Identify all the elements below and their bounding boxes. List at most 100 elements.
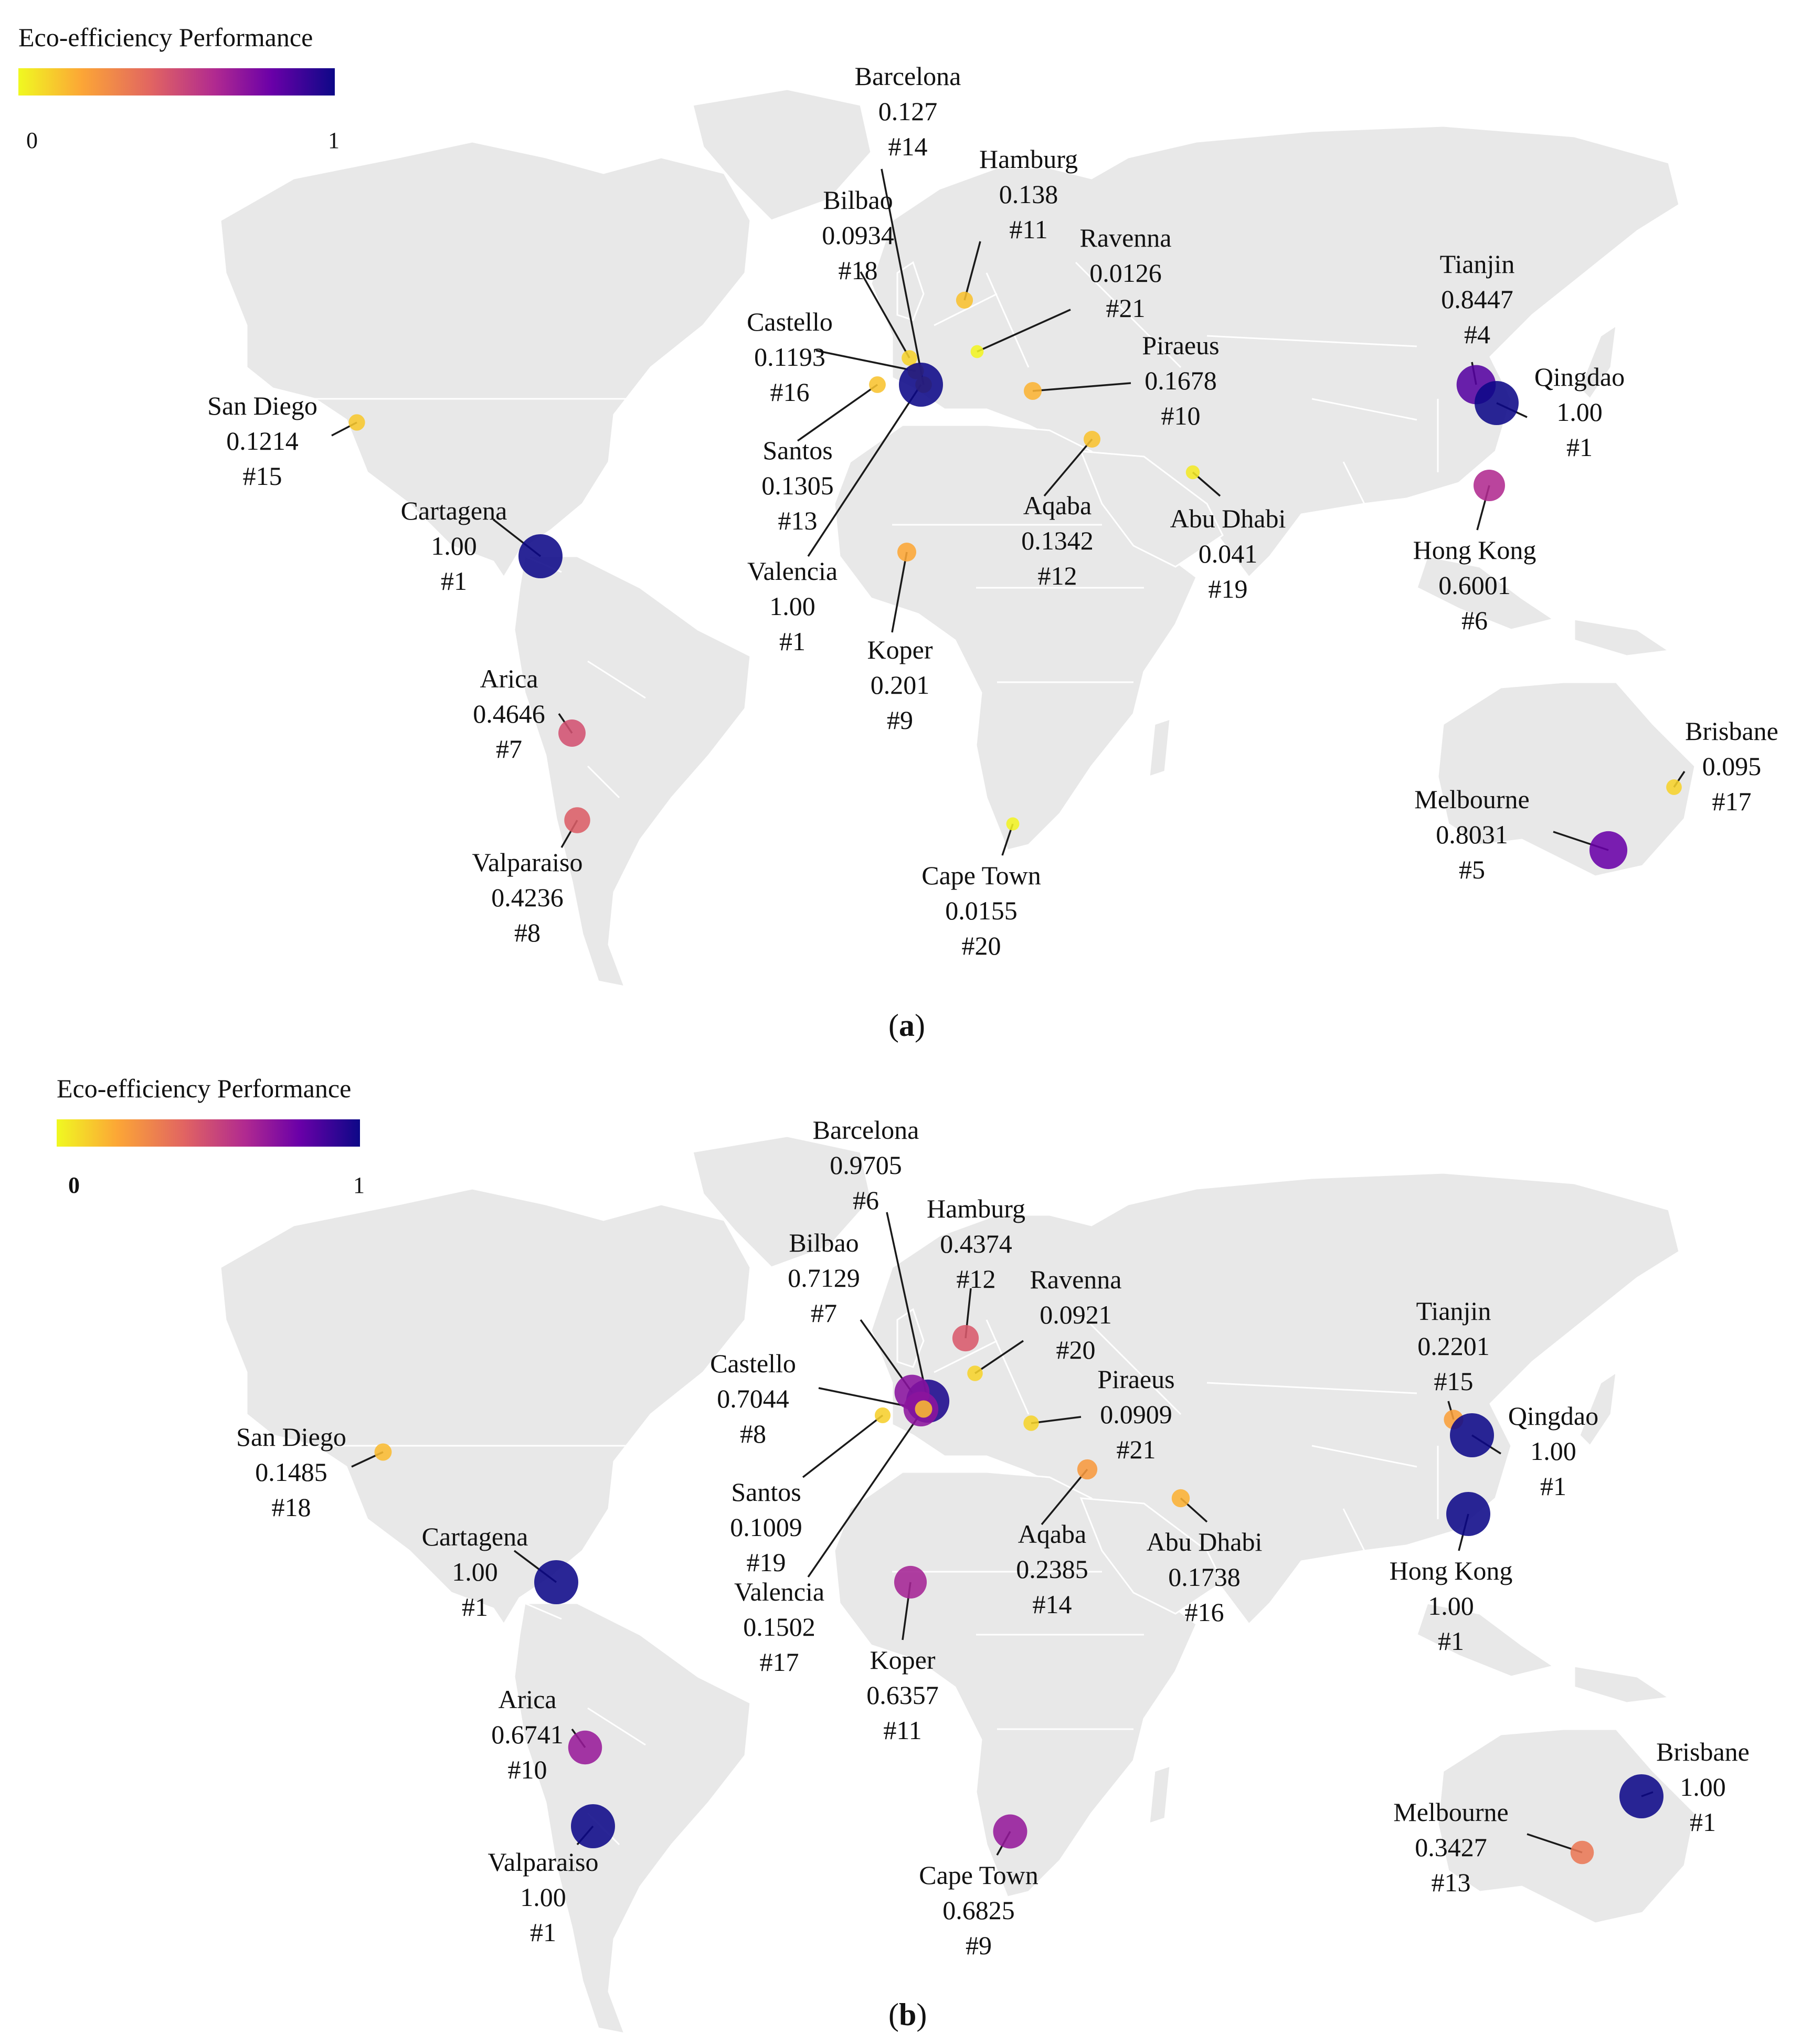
leader-lines: [331, 168, 1686, 856]
port-rank: #8: [514, 918, 541, 947]
leader-line-valencia: [807, 384, 922, 557]
port-marker-sandiego[interactable]: [374, 1443, 392, 1461]
port-marker-abudhabi[interactable]: [1185, 465, 1200, 480]
port-name: Brisbane: [1685, 716, 1778, 746]
port-marker-melbourne[interactable]: [1570, 1840, 1594, 1865]
port-name: Koper: [870, 1645, 936, 1675]
port-marker-hongkong[interactable]: [1473, 469, 1506, 502]
port-marker-piraeus[interactable]: [1023, 1415, 1039, 1431]
port-marker-qingdao[interactable]: [1450, 1413, 1494, 1457]
port-rank: #1: [1438, 1626, 1464, 1656]
port-marker-valencia[interactable]: [899, 363, 943, 407]
port-name: Qingdao: [1508, 1401, 1598, 1431]
port-rank: #21: [1106, 293, 1146, 323]
port-label-piraeus: Piraeus 0.0909 #21: [1097, 1364, 1174, 1464]
continent-newGuinea: [1573, 1665, 1671, 1704]
port-marker-abudhabi[interactable]: [1171, 1489, 1190, 1508]
port-label-koper: Koper 0.201 #9: [867, 635, 933, 735]
port-marker-melbourne[interactable]: [1589, 831, 1628, 870]
continent-northAmerica: [219, 141, 751, 579]
port-value: 0.0126: [1089, 258, 1162, 288]
continent-southAmerica: [513, 1602, 751, 2035]
port-marker-qingdao[interactable]: [1475, 381, 1519, 425]
port-label-valparaiso: Valparaiso 0.4236 #8: [472, 848, 582, 947]
port-marker-brisbane[interactable]: [1666, 779, 1682, 795]
port-marker-ravenna[interactable]: [967, 1365, 983, 1381]
port-rank: #9: [887, 705, 913, 735]
port-marker-koper[interactable]: [894, 1565, 927, 1599]
port-marker-valparaiso[interactable]: [571, 1804, 615, 1848]
port-rank: #16: [1185, 1597, 1224, 1627]
port-marker-ravenna[interactable]: [970, 345, 984, 358]
port-marker-sandiego[interactable]: [348, 414, 365, 431]
leader-line-aqaba: [1043, 438, 1093, 497]
continent-seAsiaIslands: [1416, 555, 1555, 631]
continent-madagascar: [1148, 717, 1171, 778]
port-value: 0.201: [871, 670, 930, 700]
port-name: Castello: [747, 307, 833, 336]
port-marker-cartagena[interactable]: [518, 534, 563, 578]
port-name: Bilbao: [789, 1228, 859, 1257]
port-marker-santos[interactable]: [869, 376, 886, 393]
port-label-hongkong: Hong Kong 0.6001 #6: [1413, 535, 1537, 635]
port-marker-hongkong[interactable]: [1446, 1492, 1490, 1536]
port-name: San Diego: [207, 391, 317, 420]
border-line: [587, 1707, 646, 1746]
border-line: [1075, 261, 1182, 368]
border-line: [524, 1602, 562, 1620]
port-label-tianjin: Tianjin 0.2201 #15: [1416, 1296, 1491, 1396]
port-marker-santos[interactable]: [874, 1407, 891, 1424]
leader-line-piraeus: [1031, 1416, 1082, 1424]
port-label-tianjin: Tianjin 0.8447 #4: [1440, 249, 1515, 349]
continent-madagascar: [1148, 1764, 1171, 1825]
port-name: Hong Kong: [1413, 535, 1537, 565]
border-line: [587, 765, 620, 799]
port-label-castello: Castello 0.7044 #8: [710, 1349, 796, 1448]
port-marker-cartagena[interactable]: [534, 1560, 578, 1604]
port-marker-valparaiso[interactable]: [564, 807, 590, 833]
port-name: Piraeus: [1142, 331, 1219, 360]
port-rank: #17: [1712, 787, 1752, 816]
port-value: 0.2385: [1016, 1554, 1088, 1584]
port-marker-aqaba[interactable]: [1083, 430, 1101, 448]
legend-min: 0: [68, 1172, 80, 1198]
port-marker-valencia[interactable]: [915, 1400, 933, 1418]
port-name: Valparaiso: [472, 848, 582, 877]
port-label-valencia: Valencia 0.1502 #17: [734, 1577, 824, 1677]
port-name: Valencia: [747, 556, 838, 586]
port-marker-bilbao[interactable]: [902, 350, 917, 366]
continent-northAmerica: [219, 1188, 751, 1626]
port-marker-hamburg[interactable]: [956, 291, 973, 309]
caption-b: (b): [888, 1997, 927, 2032]
port-value: 1.00: [520, 1882, 566, 1912]
panel-a: Barcelona 0.127 #14 Hamburg 0.138 #11 Ravenna 0…: [0, 0, 1812, 1043]
port-value: 0.1485: [255, 1457, 327, 1487]
port-marker-aqaba[interactable]: [1077, 1459, 1098, 1480]
port-name: Ravenna: [1080, 223, 1172, 252]
port-name: Melbourne: [1393, 1797, 1508, 1827]
port-marker-capetown[interactable]: [993, 1814, 1027, 1849]
port-name: Valencia: [734, 1577, 824, 1606]
port-marker-capetown[interactable]: [1006, 817, 1020, 831]
border-line: [934, 293, 998, 326]
continent-japan: [1578, 1370, 1617, 1447]
port-marker-koper[interactable]: [897, 542, 917, 562]
port-name: Barcelona: [855, 61, 961, 91]
port-marker-arica[interactable]: [568, 1730, 602, 1765]
port-marker-hamburg[interactable]: [952, 1325, 979, 1352]
colorbar: [18, 68, 335, 96]
port-rank: #6: [1461, 606, 1488, 635]
leader-line-barcelona: [881, 168, 925, 385]
port-rank: #19: [1209, 574, 1248, 603]
port-value: 0.2201: [1417, 1331, 1490, 1361]
caption-a: (a): [888, 1008, 925, 1043]
port-value: 0.3427: [1415, 1833, 1487, 1862]
port-marker-piraeus[interactable]: [1023, 382, 1042, 400]
leader-line-castello: [815, 350, 916, 372]
port-value: 0.8447: [1441, 284, 1513, 314]
port-label-piraeus: Piraeus 0.1678 #10: [1142, 331, 1219, 430]
port-label-aqaba: Aqaba 0.1342 #12: [1021, 491, 1094, 590]
port-marker-arica[interactable]: [558, 719, 586, 747]
port-marker-brisbane[interactable]: [1619, 1774, 1663, 1818]
port-name: Piraeus: [1097, 1364, 1174, 1394]
